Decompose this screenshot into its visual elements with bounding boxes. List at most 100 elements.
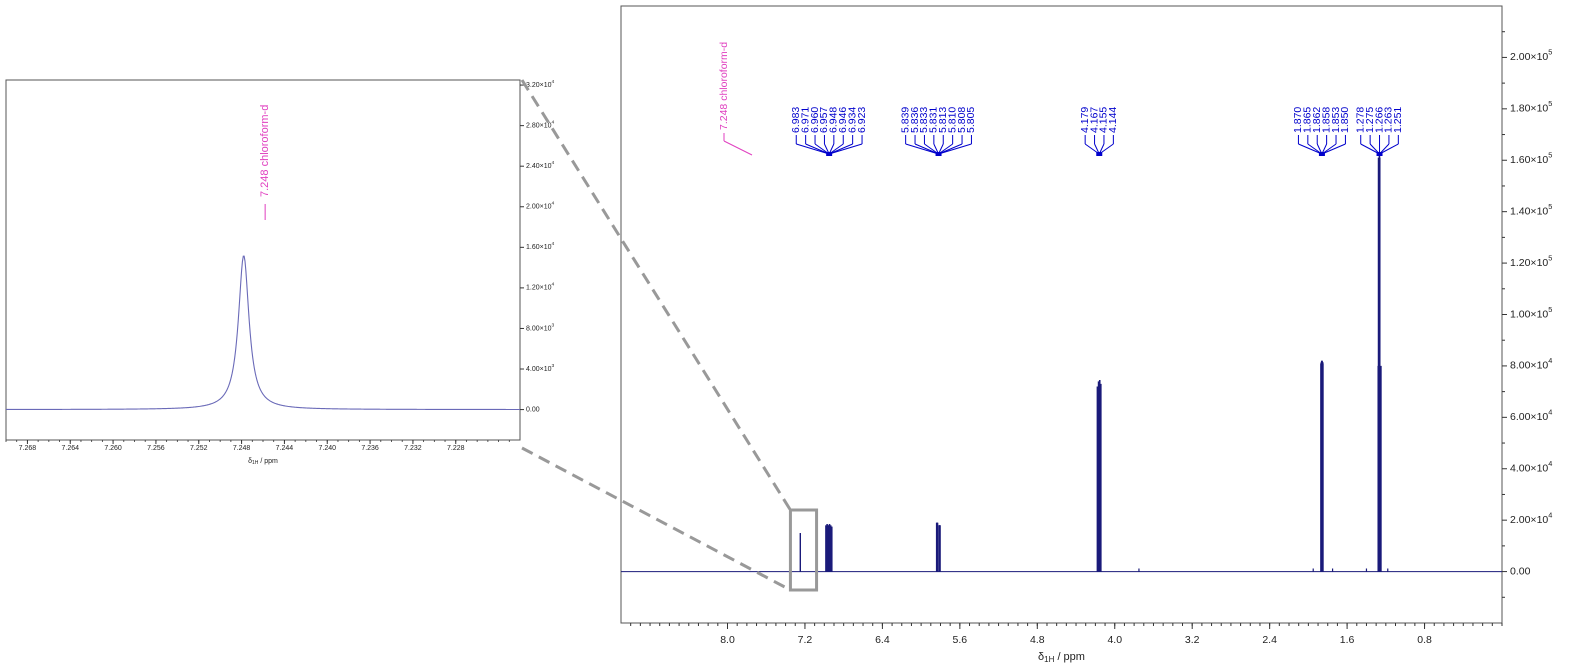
- y-tick-label: 1.00×105: [1510, 305, 1552, 321]
- inset-y-tick-label: 4.00×103: [526, 363, 555, 373]
- inset-spectrum-chart: 0.00 4.00×103 8.00×103 1.20×104 1.60×104 2.00…: [5, 79, 555, 466]
- x-axis-label: δ1H / ppm: [1038, 651, 1085, 664]
- inset-y-tick-label: 1.60×104: [526, 241, 555, 251]
- label-connector: [828, 143, 835, 155]
- inset-x-tick-label: 7.264: [61, 445, 79, 452]
- x-tick-label: 5.6: [953, 634, 968, 646]
- inset-y-tick-label: 8.00×103: [526, 323, 555, 333]
- y-tick-label: 2.00×104: [1510, 510, 1552, 526]
- inset-x-tick-label: 7.228: [447, 445, 465, 452]
- label-connector: [828, 143, 844, 155]
- inset-y-tick-label: 2.00×104: [526, 201, 555, 211]
- main-plot-frame: [620, 5, 1503, 624]
- peak-label: 5.808: [956, 107, 968, 133]
- inset-y-tick-label: 3.20×104: [526, 79, 555, 89]
- label-connector: [796, 143, 830, 155]
- x-tick-label: 4.8: [1030, 634, 1045, 646]
- zoom-callout: [520, 79, 819, 592]
- label-connector: [905, 143, 939, 155]
- peak-label: 6.934: [846, 107, 858, 133]
- peak-label: 5.836: [909, 107, 921, 133]
- label-connector: [1307, 143, 1323, 155]
- peak-label: 6.983: [790, 107, 802, 133]
- peak-label: 4.167: [1088, 107, 1100, 133]
- inset-x-tick-label: 7.240: [318, 445, 336, 452]
- zoom-connector-bottom: [521, 446, 792, 592]
- peak-label: 5.839: [899, 107, 911, 133]
- inset-x-tick-label: 7.232: [404, 445, 422, 452]
- peak-label: 5.805: [965, 107, 977, 133]
- peak-label: 6.971: [799, 107, 811, 133]
- inset-x-tick-label: 7.236: [361, 445, 379, 452]
- peak-label: 5.810: [946, 107, 958, 133]
- label-connector: [1298, 143, 1323, 155]
- x-tick-label: 3.2: [1185, 634, 1200, 646]
- y-tick-label: 1.60×105: [1510, 150, 1552, 166]
- label-connector: [1084, 143, 1100, 155]
- peak-label: 6.923: [856, 107, 868, 133]
- y-tick-label: 8.00×104: [1510, 356, 1552, 372]
- peak-label: 1.858: [1320, 107, 1332, 133]
- x-tick-label: 8.0: [720, 634, 735, 646]
- peak-label: 1.850: [1339, 107, 1351, 133]
- y-tick-label: 1.20×105: [1510, 253, 1552, 269]
- y-tick-label: 4.00×104: [1510, 459, 1552, 475]
- inset-x-tick-label: 7.252: [190, 445, 208, 452]
- peak-label: 4.144: [1107, 107, 1119, 133]
- x-tick-label: 6.4: [875, 634, 890, 646]
- x-tick-label: 2.4: [1262, 634, 1277, 646]
- peak-label: 5.813: [937, 107, 949, 133]
- label-connector: [805, 143, 830, 155]
- solvent-label: 7.248 chloroform-d: [718, 42, 730, 130]
- peak-label: 1.278: [1355, 107, 1367, 133]
- peak-label: 6.957: [818, 107, 830, 133]
- zoom-box: [788, 508, 819, 592]
- inset-x-tick-label: 7.244: [276, 445, 294, 452]
- peak-label: 1.865: [1302, 107, 1314, 133]
- x-tick-label: 7.2: [798, 634, 813, 646]
- peak-label: 1.266: [1373, 107, 1385, 133]
- label-connector: [1098, 143, 1105, 155]
- inset-x-tick-label: 7.260: [104, 445, 122, 452]
- y-tick-label: 6.00×104: [1510, 408, 1552, 424]
- peak-label: 4.179: [1079, 107, 1091, 133]
- label-connector: [938, 143, 953, 155]
- y-tick-label: 1.40×105: [1510, 202, 1552, 218]
- inset-y-tick-label: 2.40×104: [526, 160, 555, 170]
- label-connector: [924, 143, 939, 155]
- label-connector: [914, 143, 939, 155]
- label-connector: [1316, 143, 1323, 155]
- peak-label: 6.946: [837, 107, 849, 133]
- peak-label: 1.251: [1392, 107, 1404, 133]
- inset-plot-frame: [5, 79, 521, 441]
- peak-label: 1.853: [1330, 107, 1342, 133]
- inset-y-tick-label: 2.80×104: [526, 120, 555, 130]
- y-tick-label: 0.00: [1510, 565, 1531, 577]
- label-connector: [933, 143, 939, 155]
- label-connector: [1379, 143, 1399, 155]
- x-tick-label: 4.0: [1107, 634, 1122, 646]
- zoom-connector-top: [520, 79, 792, 511]
- peak-label: 1.275: [1364, 107, 1376, 133]
- peak-label: 5.831: [928, 107, 940, 133]
- x-tick-label: 0.8: [1417, 634, 1432, 646]
- label-connector: [814, 143, 830, 155]
- solvent-connector: [723, 140, 753, 156]
- label-connector: [1360, 143, 1380, 155]
- peak-label: 4.155: [1098, 107, 1110, 133]
- x-tick-label: 1.6: [1340, 634, 1355, 646]
- inset-x-tick-label: 7.268: [19, 445, 37, 452]
- label-connector: [1321, 143, 1328, 155]
- y-tick-label: 2.00×105: [1510, 48, 1552, 64]
- label-connector: [823, 143, 830, 155]
- main-spectrum-chart: 0.00 2.00×104 4.00×104 6.00×104 8.00×104 1.00…: [620, 5, 1552, 664]
- label-connector: [938, 143, 972, 155]
- peak-label: 6.960: [809, 107, 821, 133]
- label-connector: [1379, 143, 1390, 155]
- label-connector: [1094, 143, 1100, 155]
- y-tick-label: 1.80×105: [1510, 99, 1552, 115]
- inset-solvent-label: 7.248 chloroform-d: [259, 105, 271, 197]
- inset-x-tick-label: 7.256: [147, 445, 165, 452]
- inset-x-tick-label: 7.248: [233, 445, 251, 452]
